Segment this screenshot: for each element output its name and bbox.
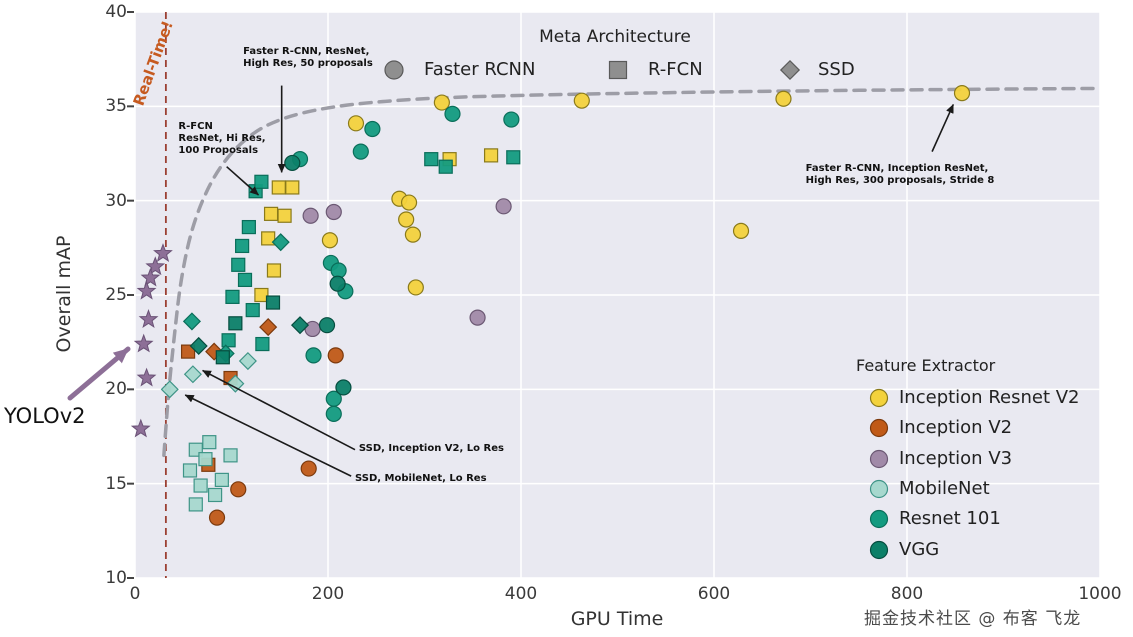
y-tick-label: 10 [105, 568, 127, 588]
x-tick-label: 800 [890, 584, 924, 604]
y-tick-label: 30 [105, 190, 127, 211]
y-tick-label: 15 [105, 473, 127, 494]
y-axis-label: Overall mAP [53, 235, 75, 353]
feature-legend-title: Feature Extractor [856, 356, 996, 375]
x-axis-label: GPU Time [570, 608, 664, 630]
x-tick-label: 1000 [1078, 584, 1122, 604]
y-tick-label: 40 [105, 2, 127, 22]
meta-legend-title: Meta Architecture [539, 27, 691, 47]
y-tick-label: 20 [105, 379, 127, 400]
feature-legend-label-mobilenet: MobileNet [899, 478, 990, 499]
feature-legend-label-inception-v3: Inception V3 [899, 448, 1013, 469]
feature-legend-label-inception-resnet-v2: Inception Resnet V2 [899, 387, 1080, 408]
meta-legend-label-faster-rcnn: Faster RCNN [424, 59, 536, 80]
meta-legend-label-r-fcn: R-FCN [648, 59, 703, 80]
yolo-v2-label: YOLOv2 [4, 404, 86, 428]
y-tick-label: 35 [105, 96, 127, 117]
x-tick-label: 400 [504, 584, 538, 604]
meta-legend-label-ssd: SSD [818, 59, 855, 80]
annotation-rfcn-resnet-100-proposals: R-FCN ResNet, Hi Res, 100 Proposals [178, 121, 266, 157]
feature-legend-label-inception-v2: Inception V2 [899, 417, 1013, 438]
feature-legend-label-resnet-101: Resnet 101 [899, 508, 1001, 529]
x-tick-label: 200 [311, 584, 345, 604]
y-tick-label: 25 [105, 285, 127, 305]
x-tick-label: 0 [129, 584, 141, 604]
watermark: 掘金技术社区 @ 布客 飞龙 [864, 609, 1082, 629]
feature-legend-label-vgg: VGG [899, 539, 940, 560]
x-tick-label: 600 [697, 584, 731, 604]
annotation-faster-rcnn-inception-resnet-300: Faster R-CNN, Inception ResNet, High Res… [805, 162, 995, 186]
annotation-faster-rcnn-resnet-50-proposals: Faster R-CNN, ResNet, High Res, 50 propo… [243, 45, 373, 69]
annotation-ssd-inception-v2-lo-res: SSD, Inception V2, Lo Res [358, 443, 504, 455]
annotation-ssd-mobilenet-lo-res: SSD, MobileNet, Lo Res [355, 473, 487, 485]
